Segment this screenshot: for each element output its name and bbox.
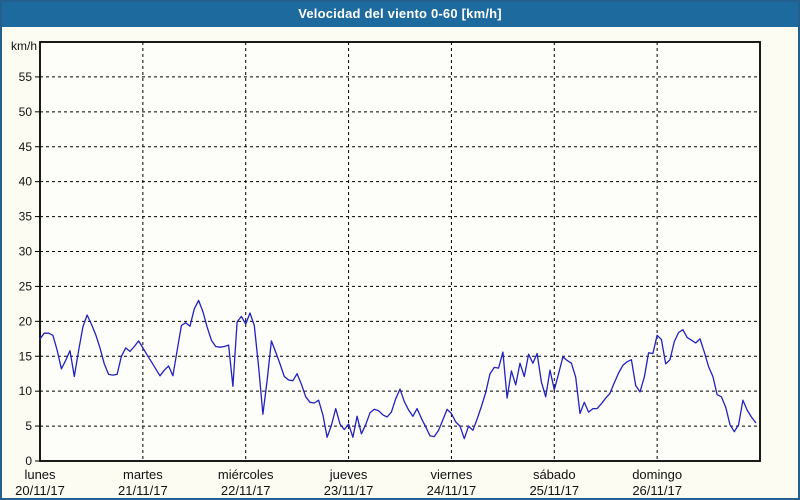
day-name-label: domingo (632, 467, 682, 482)
day-date-label: 23/11/17 (324, 483, 374, 498)
y-tick-label: 5 (25, 419, 32, 433)
day-name-label: viernes (430, 467, 472, 482)
y-tick-label: 0 (25, 454, 32, 468)
wind-speed-line (39, 299, 757, 440)
y-tick-label: 20 (19, 314, 33, 328)
y-tick-label: 15 (19, 349, 33, 363)
day-date-label: 20/11/17 (15, 483, 65, 498)
day-name-label: sábado (533, 467, 576, 482)
day-name-label: lunes (24, 467, 56, 482)
day-name-label: miércoles (218, 467, 274, 482)
day-date-label: 22/11/17 (221, 483, 271, 498)
day-name-label: jueves (329, 467, 368, 482)
y-tick-label: 50 (19, 105, 33, 119)
day-date-label: 25/11/17 (529, 483, 579, 498)
plot-border (39, 41, 761, 462)
day-date-label: 21/11/17 (118, 483, 168, 498)
y-axis-unit-label: km/h (11, 39, 37, 53)
window-title: Velocidad del viento 0-60 [km/h] (298, 6, 502, 21)
day-name-label: martes (123, 467, 163, 482)
day-date-label: 24/11/17 (427, 483, 477, 498)
window-titlebar: Velocidad del viento 0-60 [km/h] (0, 0, 800, 27)
y-tick-label: 55 (19, 70, 33, 84)
y-tick-label: 10 (19, 384, 33, 398)
y-tick-label: 40 (19, 175, 33, 189)
y-tick-label: 30 (19, 245, 33, 259)
y-tick-label: 35 (19, 210, 33, 224)
day-date-label: 26/11/17 (632, 483, 682, 498)
y-tick-label: 45 (19, 140, 33, 154)
y-tick-label: 25 (19, 279, 33, 293)
